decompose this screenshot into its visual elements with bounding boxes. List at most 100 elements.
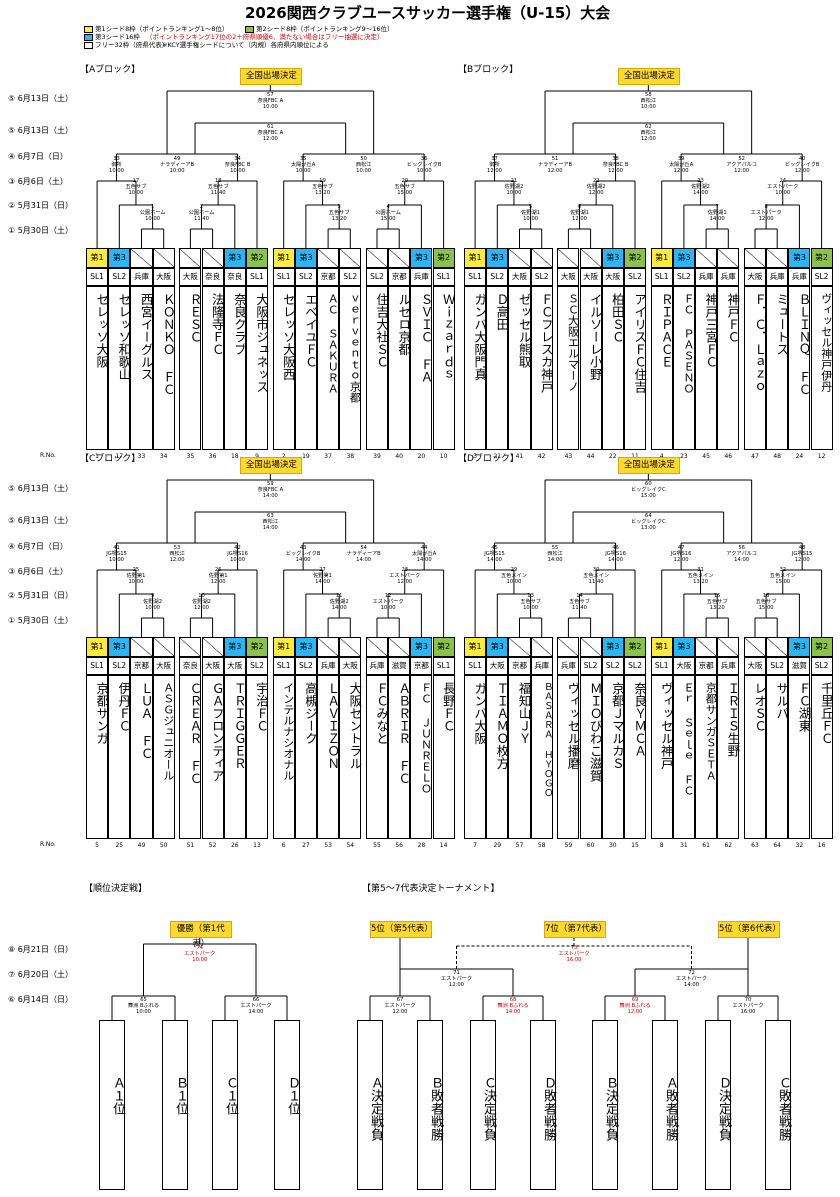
team-rno: 50 (159, 842, 168, 849)
team-rno: 48 (773, 453, 781, 460)
match-no: 73 (570, 945, 578, 951)
team-name-cell: 奈良ＹＭＣＡ (623, 675, 647, 839)
team-name: 神戸三宮ＦＣ (703, 293, 719, 368)
match-venue: 奈良FBC A (257, 97, 284, 104)
match-time: 10:00 (230, 556, 246, 563)
team-rno: 51 (186, 842, 195, 849)
round1-match: 4 公園ホーム 15:00 (358, 204, 418, 223)
pref-cell: SL2 (530, 268, 553, 286)
match-time: 12:00 (262, 135, 278, 142)
team-name: ＡＣ ＳＡＫＵＲＡ (326, 293, 340, 394)
team-name-cell: インテルナシオナル (272, 675, 295, 839)
match-venue: 五色サブ (706, 598, 728, 605)
match-no: 57 (267, 92, 274, 98)
match-venue: 佐野第1 (208, 572, 228, 579)
match-venue: JG堺S16 (605, 550, 626, 557)
match-no: 16 (762, 593, 770, 599)
team-rno: 8 (659, 842, 664, 849)
match-time: 11:40 (588, 578, 604, 585)
quarterfinal-match: 49 ナラディーアB 10:00 (147, 156, 207, 175)
team-name-cell: イルソーレ小野 (579, 286, 603, 450)
round1-match: 2 公園ホーム 11:40 (172, 204, 232, 223)
seed-cell: 第2 (623, 248, 647, 268)
team-name: 奈良クラブ (231, 293, 247, 356)
seventh-playoff-match: 73 エストパーク 16:00 (544, 945, 604, 964)
pref-cell: 大阪 (508, 268, 531, 286)
match-venue: 佐野第1 (313, 572, 332, 579)
quarterfinal-match: 51 ナラディーアB 12:00 (525, 156, 585, 175)
team-name-cell: ＴＲＩＧＧＥＲ (223, 675, 247, 839)
match-venue: 舞洲 Bふれる (619, 1002, 651, 1009)
seed-cell: 第3 (294, 248, 317, 268)
match-no: 28 (401, 567, 409, 573)
final-match: 58 西松江 10:00 (618, 92, 678, 111)
seed-cell (388, 248, 411, 268)
team-slot-label: Ａ決定戦負 (368, 1076, 383, 1141)
team-name-cell: ＦＣ ＪＵＮＲＥＬＯ (410, 675, 433, 839)
match-time: 14:00 (709, 215, 725, 222)
seed-cell (508, 248, 531, 268)
match-venue: エストパーク (240, 1002, 272, 1009)
team-name-cell: ＢＬＩＮＱ ＦＣ (788, 286, 811, 450)
seed-cell (179, 637, 202, 657)
match-time: 12:00 (673, 556, 689, 563)
team-name: ＳＶＩＣ ＦＡ (418, 293, 434, 383)
pref-cell: SL2 (108, 268, 131, 286)
round3-match: 33 御所 10:00 (87, 156, 147, 175)
fifth-team-slot: Ｂ決定戦負 (592, 1020, 618, 1190)
pref-cell: SL2 (810, 268, 833, 286)
team-name: セレッソ大阪 (94, 293, 110, 368)
legend-text: フリー32枠（府県代表） (95, 41, 169, 49)
round2-match: 19 五色サブ 13:20 (293, 178, 353, 197)
seed-cell (557, 248, 580, 268)
team-name: Ｆ．Ｃ．Ｌａｚｏ (752, 293, 768, 393)
team-rno: 29 (493, 842, 502, 849)
top-round-label: ② 5月31日（日） (8, 201, 73, 210)
match-no: 54 (360, 545, 367, 551)
pref-cell: 京都 (317, 268, 340, 286)
match-no: 15 (713, 593, 721, 599)
match-venue: 舞洲 Bふれる (497, 1002, 529, 1009)
pref-cell: 大阪 (339, 657, 362, 675)
fifth-team-slot: Ｃ決定戦負 (470, 1020, 496, 1190)
match-time: 14:00 (693, 189, 709, 196)
team-name-cell: 大阪セントラル (339, 675, 362, 839)
pref-cell: 滋賀 (788, 657, 811, 675)
team-name: 大阪市ジュネッス (254, 293, 270, 393)
seed-cell (579, 637, 602, 657)
placement-title: 【順位決定戦】 (84, 884, 148, 894)
team-name-cell: ＦＣ ＰＡＳＥＮＯ (672, 286, 695, 450)
team-name-cell: ＣＲＥＡＲ ＦＣ (179, 675, 202, 839)
team-name-cell: ＦＣみなと (365, 675, 389, 839)
match-no: 29 (510, 567, 518, 573)
seed-cell (201, 637, 224, 657)
rno-label: R.No. (40, 841, 56, 848)
match-time: 10:00 (506, 578, 522, 585)
team-slot-label: Ｂ決定戦負 (603, 1076, 618, 1141)
round1-match: 1 公園ホーム 10:00 (123, 204, 183, 223)
match-venue: 五色メイン (583, 572, 610, 579)
pref-cell: 兵庫 (766, 268, 789, 286)
team-name-cell: ガンバ大阪門真 (464, 286, 487, 450)
placement-team-slot: Ａ１位 (99, 1020, 125, 1190)
match-time: 10:00 (109, 556, 124, 563)
match-venue: エストパーク (767, 183, 799, 190)
team-name-cell: 大阪市ジュネッス (245, 286, 270, 450)
match-no: 8 (764, 204, 768, 210)
pref-cell: 大阪 (201, 657, 224, 675)
match-time: 10:00 (169, 167, 185, 174)
semifinal-match: 61 奈良FBC A 12:00 (240, 124, 300, 143)
match-no: 36 (420, 156, 428, 162)
seed-cell: 第3 (410, 248, 433, 268)
match-time: 12:00 (673, 167, 689, 174)
match-no: 41 (113, 545, 120, 551)
team-name: ＦＣ ＰＡＳＥＮＯ (681, 293, 695, 394)
placement-final: 74エストパーク10:00 (170, 945, 230, 964)
seed-cell: 第1 (86, 248, 109, 268)
match-venue: 西松江 (169, 550, 185, 557)
pref-cell: SL2 (579, 657, 602, 675)
match-venue: 佐野湖1 (570, 209, 589, 216)
team-name-cell: 福知山ＪＹ (508, 675, 532, 839)
team-name-cell: ＳＶＩＣ ＦＡ (410, 286, 434, 450)
team-rno: 38 (346, 453, 355, 460)
